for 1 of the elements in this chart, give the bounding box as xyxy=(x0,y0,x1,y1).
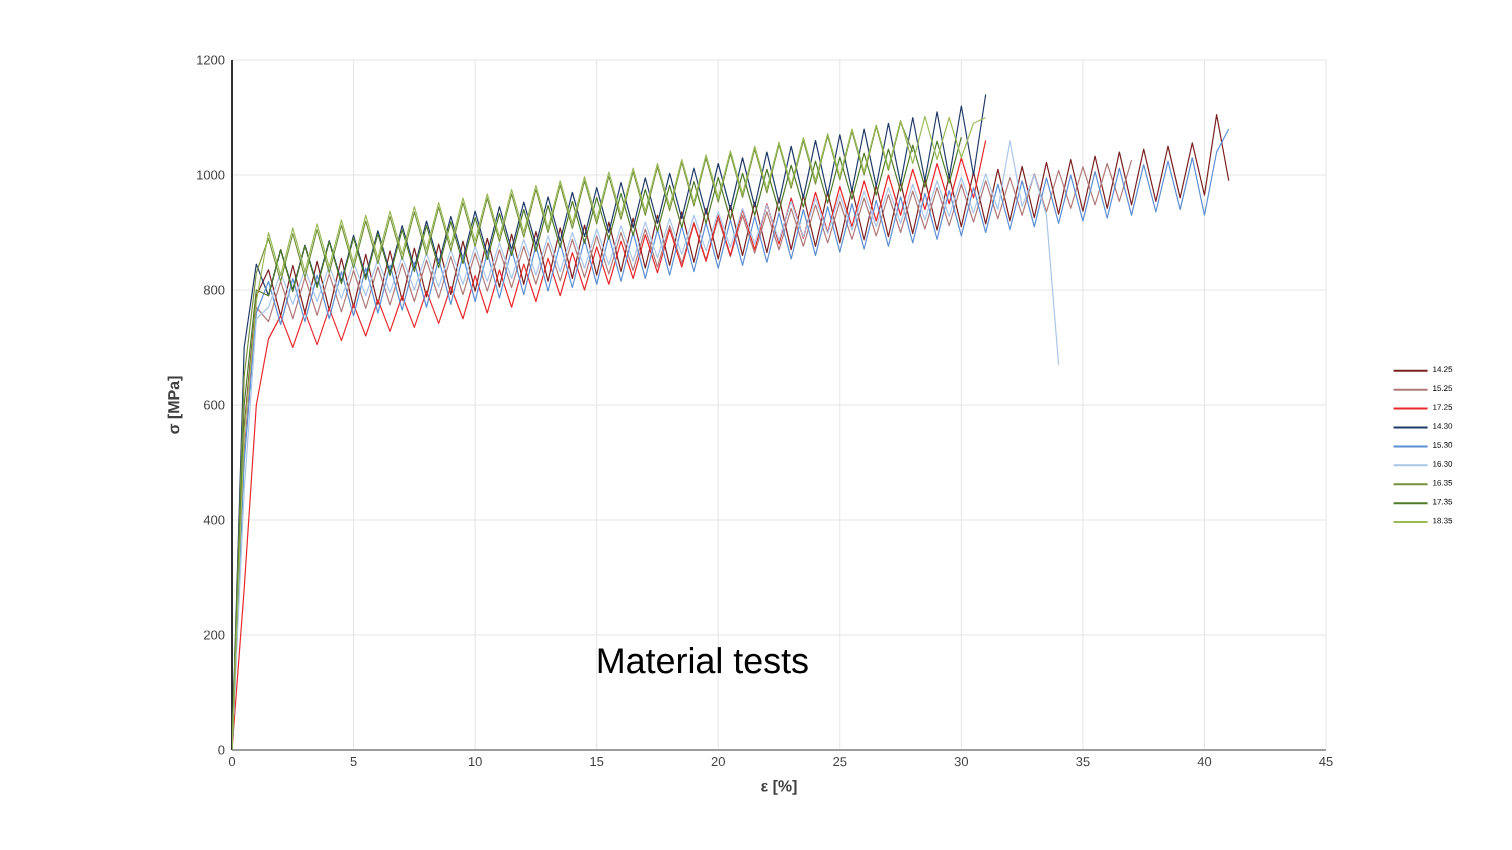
annotation: Material tests xyxy=(598,647,808,674)
